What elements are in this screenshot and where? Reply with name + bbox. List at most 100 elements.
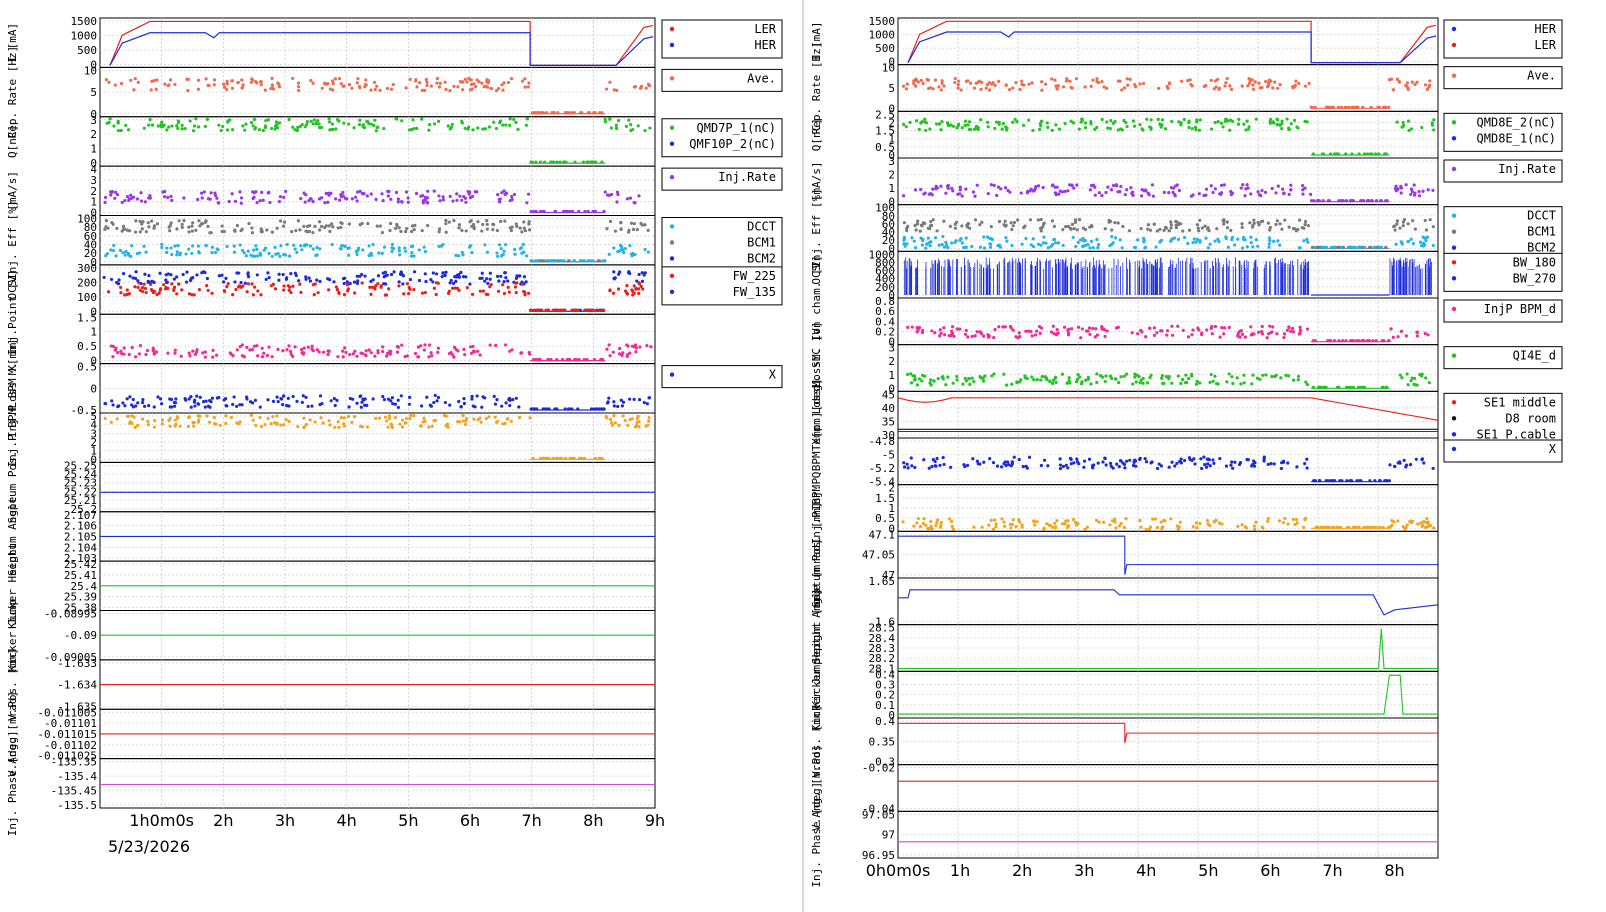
data-point — [177, 219, 181, 223]
data-point — [494, 343, 498, 348]
data-point — [1266, 221, 1270, 225]
data-point — [120, 200, 124, 205]
data-point — [500, 83, 504, 87]
data-point — [1086, 242, 1090, 247]
data-point — [282, 288, 286, 292]
data-point — [527, 220, 531, 224]
y-tick-label: 1 — [90, 143, 97, 156]
data-point — [1007, 463, 1011, 467]
data-point — [1228, 84, 1232, 88]
data-point — [138, 230, 142, 234]
data-point — [335, 398, 339, 403]
data-point — [968, 382, 972, 386]
data-point — [1020, 242, 1024, 246]
data-point — [180, 123, 184, 127]
legend-entry: HER — [754, 38, 776, 52]
data-point — [316, 119, 320, 123]
data-point — [126, 128, 131, 132]
data-point — [1228, 128, 1232, 132]
data-point — [616, 287, 621, 291]
data-point — [1252, 464, 1257, 468]
data-point — [517, 415, 522, 420]
data-point — [193, 398, 197, 402]
y-tick-label: 0 — [90, 256, 97, 269]
data-point — [1038, 127, 1042, 131]
data-point — [996, 244, 1000, 248]
data-point — [146, 423, 150, 427]
data-point — [534, 259, 538, 263]
data-point — [1067, 327, 1071, 331]
data-point — [427, 355, 431, 359]
data-point — [1357, 245, 1361, 249]
data-point — [169, 273, 173, 277]
data-point — [1204, 193, 1208, 197]
data-point — [1058, 466, 1063, 471]
data-point — [372, 80, 377, 84]
data-point — [253, 398, 258, 402]
data-point — [1430, 123, 1435, 127]
legend-box — [1443, 19, 1563, 59]
data-point — [1225, 226, 1230, 230]
data-point — [155, 78, 159, 82]
data-point — [416, 345, 421, 349]
data-point — [140, 285, 145, 290]
data-point — [134, 270, 138, 274]
data-point — [1038, 226, 1043, 231]
y-tick-label: 1.5 — [875, 492, 895, 505]
data-point — [302, 346, 306, 350]
data-point — [470, 397, 474, 401]
data-point — [1031, 237, 1035, 241]
data-point — [1272, 462, 1276, 466]
data-point — [1152, 222, 1156, 226]
data-point — [526, 85, 530, 89]
data-point — [1088, 246, 1092, 250]
legend-entry: BW_270 — [1513, 271, 1556, 285]
plot-frame — [897, 577, 1439, 626]
data-point — [1131, 190, 1135, 194]
data-point — [931, 218, 935, 222]
data-point — [1208, 523, 1212, 528]
data-point — [370, 285, 375, 289]
data-point — [232, 250, 237, 254]
data-point — [295, 399, 299, 403]
data-point — [1170, 324, 1174, 328]
data-point — [412, 126, 416, 131]
data-point — [1108, 461, 1113, 465]
data-point — [142, 282, 146, 286]
data-point — [446, 291, 451, 296]
data-point — [113, 83, 117, 87]
legend-entry: QMD8E_1(nC) — [1477, 131, 1556, 145]
data-point — [527, 350, 531, 355]
data-point — [1395, 219, 1399, 223]
data-point — [1417, 194, 1422, 198]
data-point — [1025, 190, 1030, 194]
data-point — [253, 285, 257, 289]
data-point — [128, 421, 132, 425]
data-point — [628, 271, 632, 276]
data-point — [344, 350, 348, 355]
data-point — [142, 244, 146, 248]
data-point — [632, 397, 636, 401]
data-point — [396, 197, 400, 201]
data-point — [164, 273, 168, 277]
data-point — [998, 245, 1003, 249]
data-point — [129, 196, 133, 201]
data-point — [1426, 525, 1430, 529]
data-point — [447, 352, 452, 356]
data-point — [435, 399, 439, 403]
data-point — [1300, 184, 1305, 188]
data-point — [1195, 118, 1199, 122]
data-point — [404, 230, 408, 234]
data-point — [512, 192, 517, 197]
data-point — [993, 327, 997, 332]
data-point — [288, 254, 292, 258]
data-point — [637, 398, 642, 402]
data-point — [1249, 333, 1253, 337]
data-point — [386, 397, 391, 401]
data-point — [426, 223, 430, 228]
data-point — [196, 197, 200, 202]
data-point — [1136, 332, 1140, 336]
data-point — [1035, 329, 1039, 333]
data-point — [1392, 224, 1396, 229]
data-point — [334, 285, 338, 289]
